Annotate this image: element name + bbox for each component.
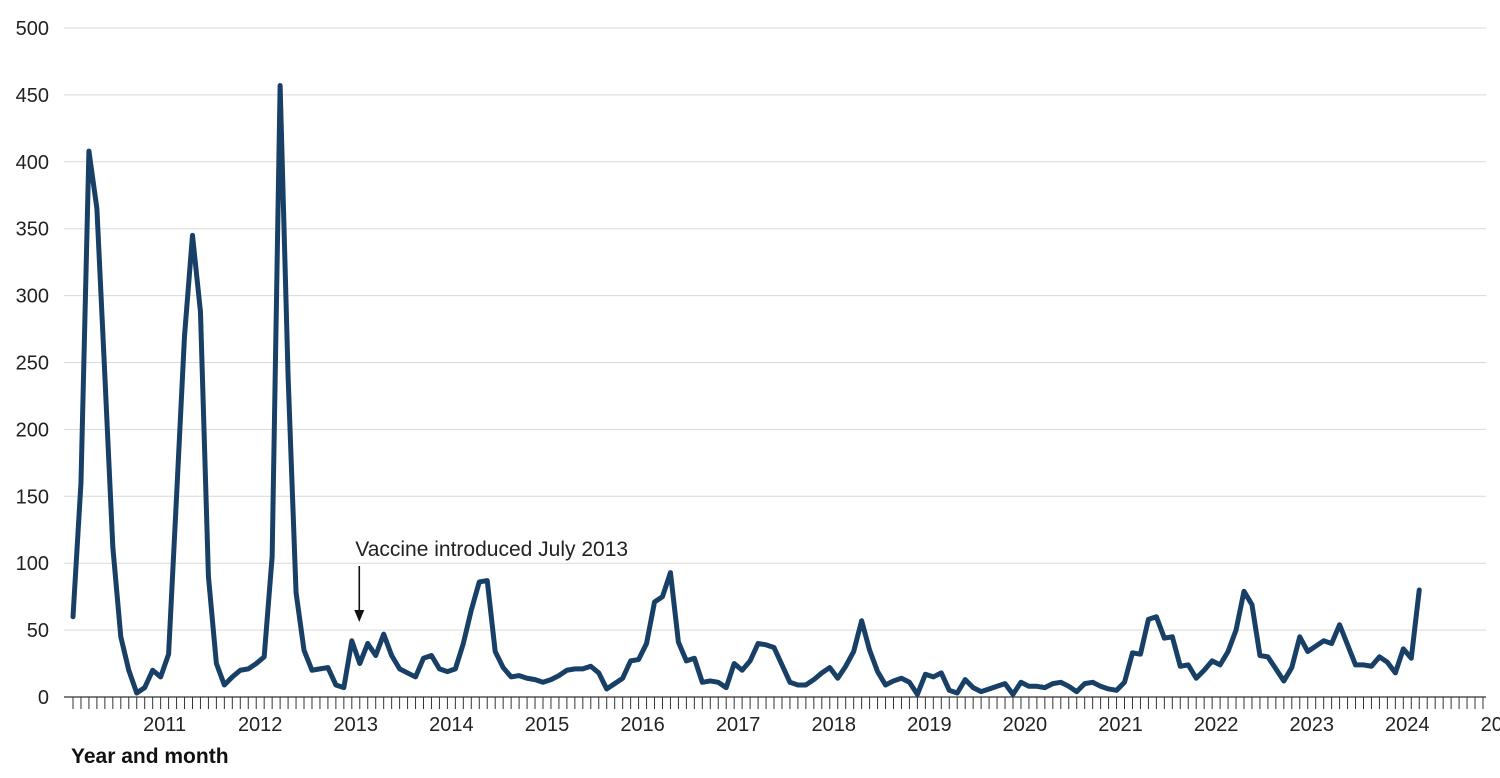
y-tick-label: 250 <box>16 353 49 375</box>
x-tick-label: 2022 <box>1194 714 1239 736</box>
series-layer <box>70 83 1422 697</box>
x-tick-label: 2020 <box>1003 714 1048 736</box>
x-tick-label: 2014 <box>429 714 474 736</box>
annotation-text: Vaccine introduced July 2013 <box>355 538 628 561</box>
x-tick-label: 2016 <box>620 714 665 736</box>
series-line-0 <box>70 83 1422 697</box>
x-axis-label: Year and month <box>71 745 229 768</box>
x-tick-label: 2015 <box>525 714 570 736</box>
x-tick-label: 2019 <box>907 714 952 736</box>
x-tick-label: 2011 <box>143 714 186 736</box>
y-tick-label: 400 <box>16 152 49 174</box>
x-tick-label: 2023 <box>1289 714 1334 736</box>
y-tick-label: 300 <box>16 286 49 308</box>
x-tick-label: 2021 <box>1098 714 1143 736</box>
annotation-arrow-head <box>354 610 365 622</box>
y-tick-label: 0 <box>38 687 49 709</box>
x-tick-label: 2012 <box>238 714 283 736</box>
y-tick-label: 150 <box>16 486 49 508</box>
x-tick-label: 2024 <box>1385 714 1430 736</box>
y-axis: 0 50 100 150 200 250 300 350 400 450 500 <box>16 18 49 709</box>
x-tick-label: 2017 <box>716 714 761 736</box>
x-axis: 2011 2012 2013 2014 2015 2016 2017 2018 2019 2020… <box>64 696 1500 736</box>
annotation: Vaccine introduced July 2013 <box>354 538 628 622</box>
x-tick-label: 2018 <box>812 714 857 736</box>
y-tick-label: 50 <box>27 620 49 642</box>
x-tick-label: 2013 <box>334 714 379 736</box>
y-tick-label: 350 <box>16 219 49 241</box>
y-tick-label: 500 <box>16 18 49 40</box>
y-tick-label: 100 <box>16 553 49 575</box>
x-tick-label: 2025 <box>1481 714 1500 736</box>
y-tick-label: 200 <box>16 419 49 441</box>
y-tick-label: 450 <box>16 85 49 107</box>
gridlines <box>64 27 1486 631</box>
